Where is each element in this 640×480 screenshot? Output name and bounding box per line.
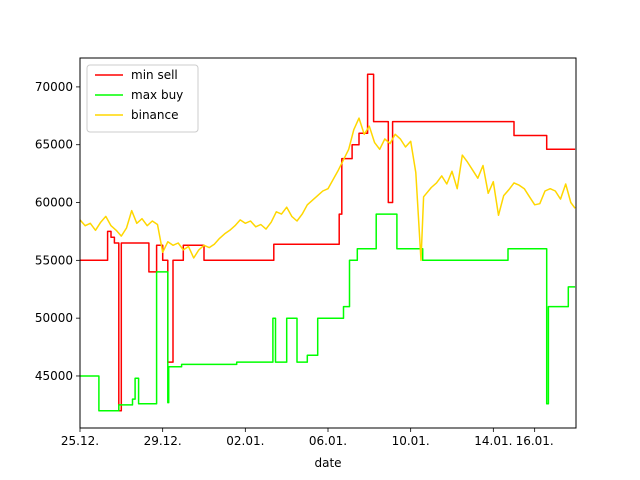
y-tick-label: 60000: [35, 196, 73, 210]
y-tick-label: 45000: [35, 369, 73, 383]
x-tick-label: 06.01.: [309, 434, 347, 448]
x-tick-label: 10.01.: [392, 434, 430, 448]
y-axis: 45000 50000 55000 60000 65000 70000: [35, 80, 80, 383]
series-line-0: [80, 73, 576, 412]
y-tick-label: 70000: [35, 80, 73, 94]
y-tick-label: 55000: [35, 253, 73, 267]
series-layer: [79, 73, 576, 412]
x-tick-label: 02.01.: [226, 434, 264, 448]
legend-label: max buy: [131, 88, 183, 102]
x-tick-label: 29.12.: [144, 434, 182, 448]
x-tick-label: 16.01.: [516, 434, 554, 448]
x-tick-label: 14.01.: [474, 434, 512, 448]
x-axis: 25.12. 29.12. 02.01. 06.01. 10.01. 14.01. 16.0…: [61, 428, 554, 448]
legend-label: binance: [131, 108, 179, 122]
x-tick-label: 25.12.: [61, 434, 99, 448]
x-axis-label: date: [314, 456, 341, 470]
series-line-1: [80, 213, 576, 412]
y-tick-label: 65000: [35, 138, 73, 152]
legend: min sell max buy binance: [86, 64, 199, 133]
y-tick-label: 50000: [35, 311, 73, 325]
series-line-2: [79, 117, 576, 262]
legend-label: min sell: [131, 68, 178, 82]
